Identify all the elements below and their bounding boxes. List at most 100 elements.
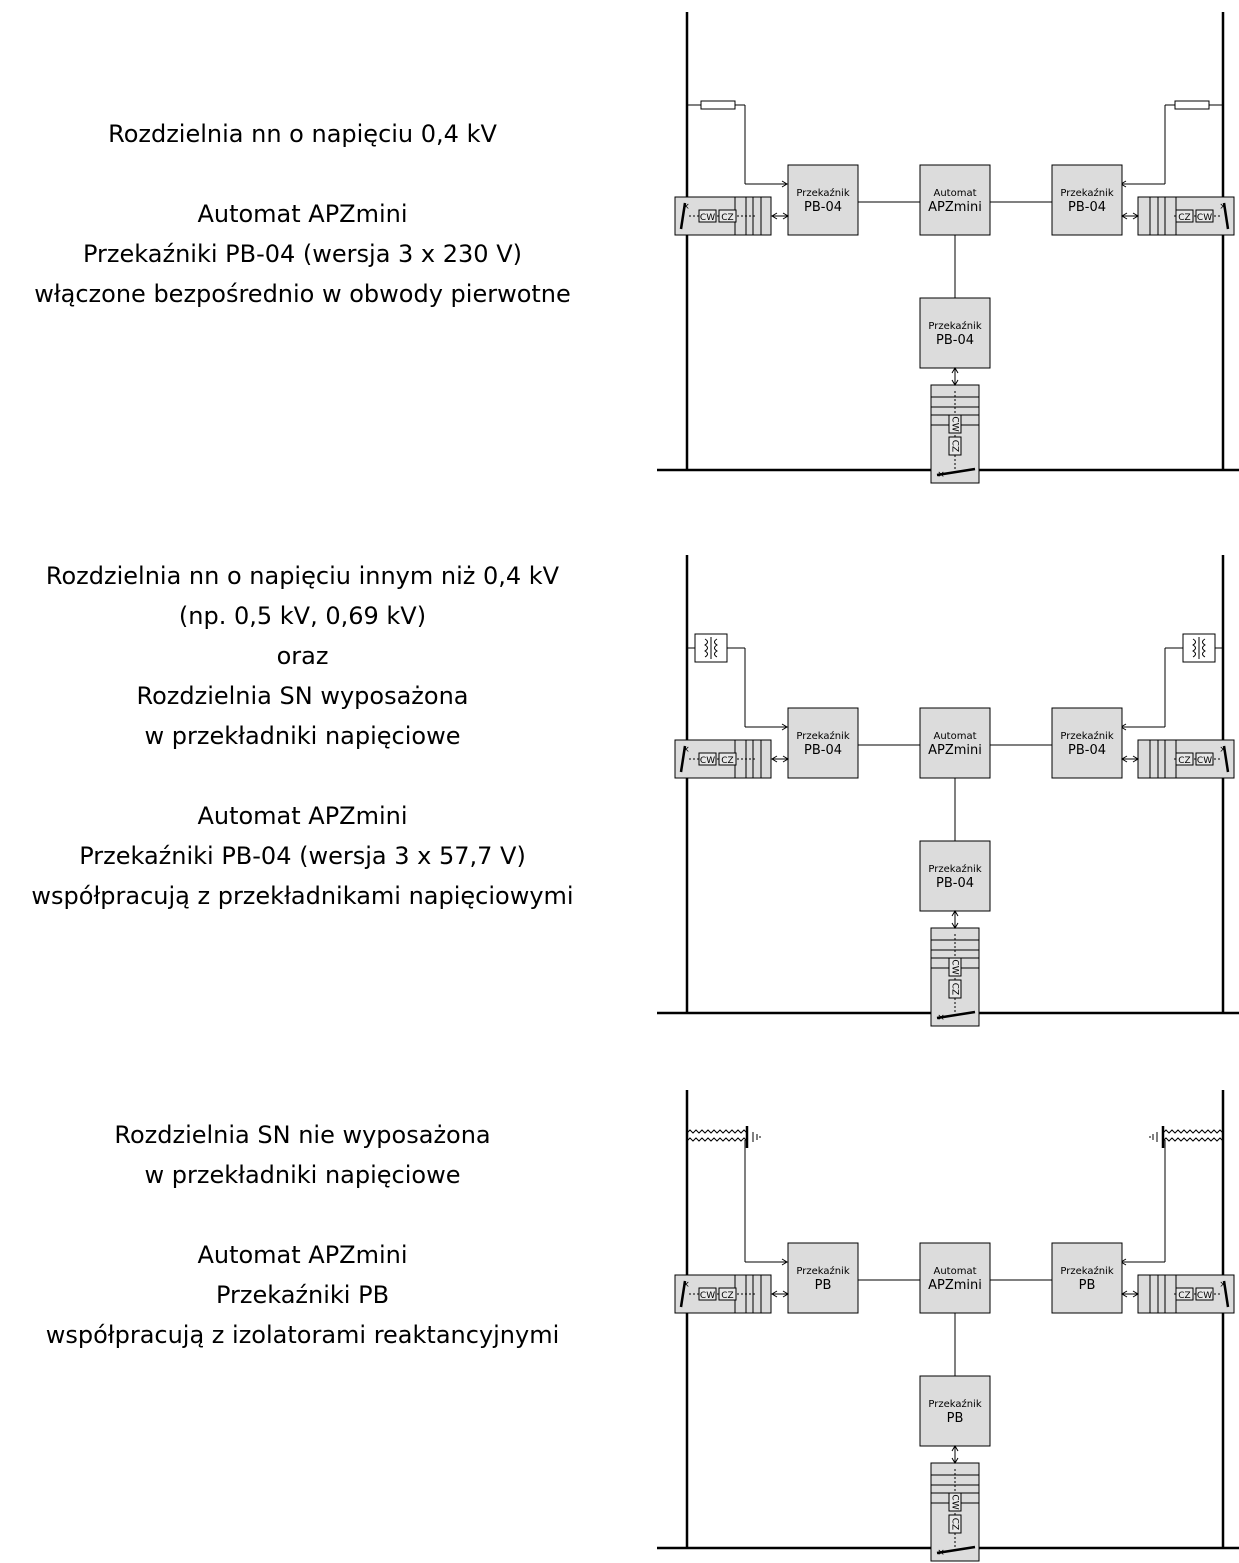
transformer-winding xyxy=(1192,638,1196,658)
breaker-coil-label: CW xyxy=(1197,213,1212,223)
contact-mark: × xyxy=(1219,202,1227,212)
switch-contact xyxy=(936,1010,976,1020)
left-relay-box-name: PB xyxy=(815,1278,832,1293)
left-relay-box-frame xyxy=(787,707,859,779)
breaker-coil-box xyxy=(1195,752,1214,766)
arrow-head-icon xyxy=(1121,212,1128,220)
bottom-relay-box-frame xyxy=(919,840,991,912)
resistor-zigzag xyxy=(686,1137,748,1142)
arrow-head-icon xyxy=(951,910,959,917)
bottom-relay-box-title: Przekaźnik xyxy=(928,863,981,875)
spacer xyxy=(0,756,605,796)
left-transformer-icon xyxy=(694,633,728,663)
left-relay-box-title: Przekaźnik xyxy=(796,187,849,199)
breaker-coil-label: CW xyxy=(1197,756,1212,766)
description-line: Automat APZmini xyxy=(197,802,408,830)
breaker-housing xyxy=(930,927,980,1027)
spacer xyxy=(0,1195,605,1235)
breaker-coil-label: CW xyxy=(950,1494,960,1509)
left-relay-box-name: PB-04 xyxy=(804,743,842,758)
contact-mark: × xyxy=(682,745,690,755)
right-relay-box-name: PB xyxy=(1079,1278,1096,1293)
breaker-coil-label: CW xyxy=(950,416,960,431)
switch-contact xyxy=(936,1545,976,1555)
bottom-breaker: CW CZ × xyxy=(930,384,980,484)
left-breaker: × CW CZ xyxy=(674,1274,772,1314)
switch-contact xyxy=(1222,745,1230,773)
breaker-coil-box xyxy=(698,752,717,766)
description-line: włączone bezpośrednio w obwody pierwotne xyxy=(34,280,571,308)
automat-box-title: Automat xyxy=(933,188,976,199)
contact-mark: × xyxy=(1219,745,1227,755)
automat-box-name: APZmini xyxy=(928,743,982,758)
left-relay-box-name: PB-04 xyxy=(804,200,842,215)
breaker-coil-label: CW xyxy=(700,756,715,766)
bottom-relay-box-name: PB-04 xyxy=(936,333,974,348)
section-1-description: Rozdzielnia nn o napięciu 0,4 kV Automat… xyxy=(0,114,605,314)
description-line: Rozdzielnia nn o napięciu innym niż 0,4 … xyxy=(45,562,560,590)
description-line: Automat APZmini xyxy=(197,1241,408,1269)
right-relay-box-name: PB-04 xyxy=(1068,743,1106,758)
breaker-coil-label: CZ xyxy=(950,440,960,452)
description-line: (np. 0,5 kV, 0,69 kV) xyxy=(178,602,427,630)
breaker-coil-box xyxy=(948,979,962,999)
breaker-coil-box xyxy=(1175,1287,1194,1301)
section-2-description: Rozdzielnia nn o napięciu innym niż 0,4 … xyxy=(0,556,605,916)
automat-box-title: Automat xyxy=(933,731,976,742)
bottom-breaker: CW CZ × xyxy=(930,927,980,1027)
breaker-coil-box xyxy=(1175,752,1194,766)
transformer-winding xyxy=(1202,638,1206,658)
right-breaker: × CZ CW xyxy=(1137,1274,1235,1314)
switch-contact xyxy=(679,202,687,230)
breaker-coil-label: CW xyxy=(950,959,960,974)
right-relay-box-title: Przekaźnik xyxy=(1060,1265,1113,1277)
transformer-winding xyxy=(704,638,708,658)
automat-box-frame xyxy=(919,707,991,779)
left-breaker: × CW CZ xyxy=(674,196,772,236)
arrow-head-icon xyxy=(1121,755,1128,763)
breaker-coil-box xyxy=(718,209,737,223)
description-line: w przekładniki napięciowe xyxy=(144,722,461,750)
switch-contact xyxy=(936,467,976,477)
bottom-relay-box-name: PB-04 xyxy=(936,876,974,891)
breaker-coil-box xyxy=(948,1514,962,1534)
bottom-relay-box-frame xyxy=(919,1375,991,1447)
description-line: Rozdzielnia nn o napięciu 0,4 kV xyxy=(108,120,497,148)
breaker-coil-label: CZ xyxy=(950,1518,960,1530)
breaker-coil-box xyxy=(1175,209,1194,223)
breaker-coil-label: CZ xyxy=(1178,213,1190,223)
arrow-head-icon xyxy=(782,1290,789,1298)
section-3-diagram: PrzekaźnikPBAutomatAPZminiPrzekaźnikPBPr… xyxy=(657,1090,1239,1562)
breaker-coil-box xyxy=(948,957,962,977)
description-line: Rozdzielnia SN nie wyposażona xyxy=(114,1121,491,1149)
left-breaker: × CW CZ xyxy=(674,739,772,779)
arrow-head-icon xyxy=(781,180,788,188)
breaker-coil-box xyxy=(718,1287,737,1301)
switch-contact xyxy=(1222,1280,1230,1308)
arrow-head-icon xyxy=(781,723,788,731)
transformer-winding xyxy=(714,638,718,658)
arrow-head-icon xyxy=(1132,755,1139,763)
breaker-coil-label: CZ xyxy=(721,213,733,223)
right-relay-box-name: PB-04 xyxy=(1068,200,1106,215)
left-relay-box-frame xyxy=(787,164,859,236)
section-2-diagram: PrzekaźnikPB-04AutomatAPZminiPrzekaźnikP… xyxy=(657,555,1239,1027)
breaker-coil-label: CZ xyxy=(1178,1291,1190,1301)
spacer xyxy=(0,154,605,194)
arrow-head-icon xyxy=(951,379,959,386)
contact-mark: × xyxy=(937,1548,945,1558)
right-relay-box-title: Przekaźnik xyxy=(1060,730,1113,742)
arrow-head-icon xyxy=(782,755,789,763)
switch-contact xyxy=(679,745,687,773)
breaker-coil-label: CW xyxy=(1197,1291,1212,1301)
breaker-coil-label: CW xyxy=(700,213,715,223)
breaker-coil-label: CZ xyxy=(950,983,960,995)
